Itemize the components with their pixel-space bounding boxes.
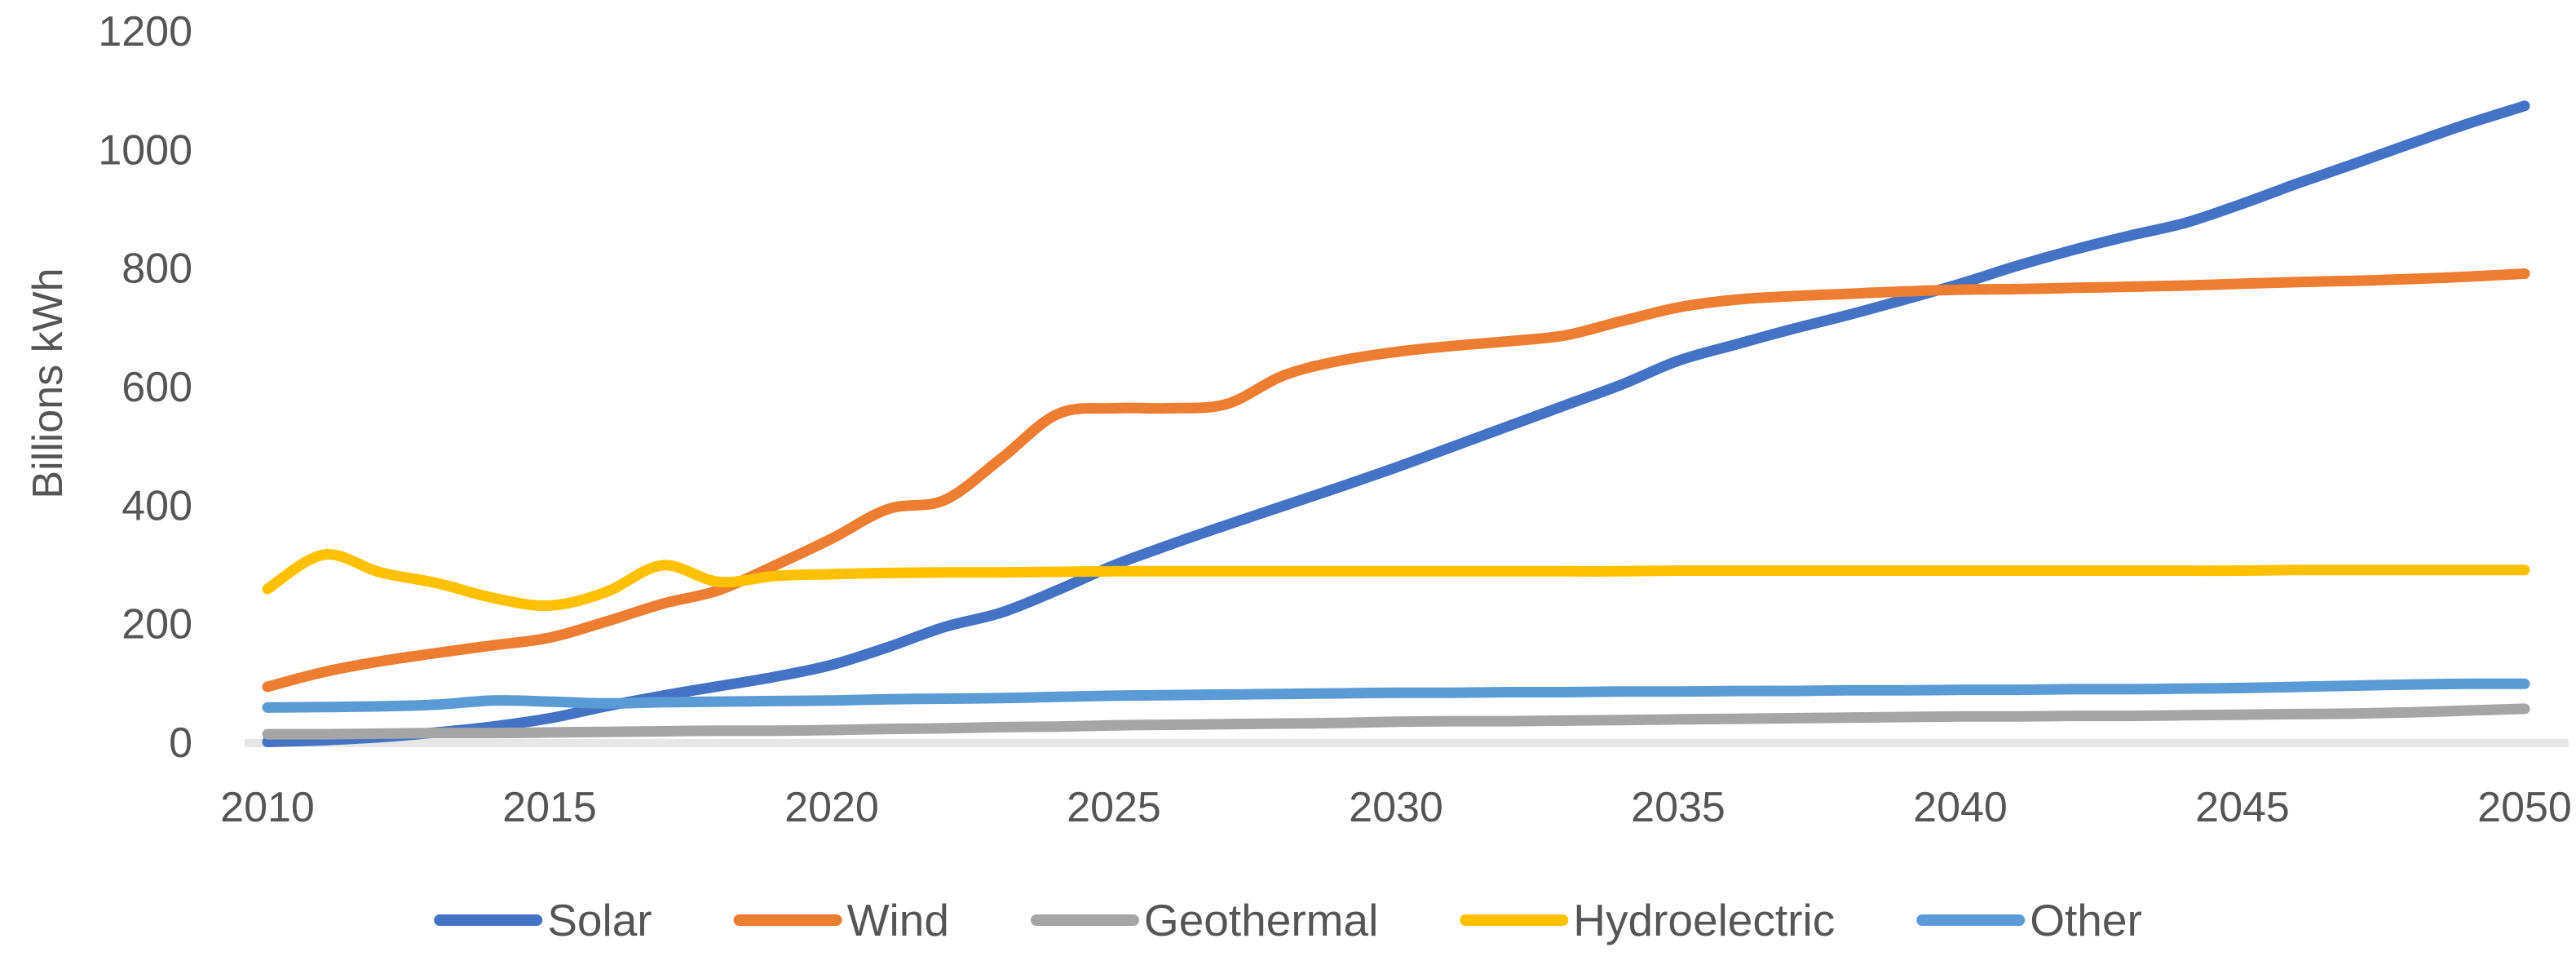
legend-label-geothermal: Geothermal — [1144, 895, 1378, 945]
y-axis-title: Billions kWh — [24, 268, 72, 498]
x-tick-label-2050: 2050 — [2477, 784, 2572, 831]
x-tick-label-2025: 2025 — [1067, 784, 1161, 831]
legend-label-hydroelectric: Hydroelectric — [1573, 895, 1835, 945]
legend-swatch-wind — [733, 914, 842, 926]
legend: Solar Wind Geothermal Hydroelectric Other — [434, 895, 2142, 945]
y-tick-label-200: 200 — [122, 601, 192, 648]
y-tick-label-1200: 1200 — [98, 8, 192, 55]
legend-swatch-hydroelectric — [1460, 914, 1569, 926]
series-line-other — [262, 678, 2530, 713]
legend-swatch-solar — [434, 914, 543, 926]
series-lines — [262, 100, 2530, 748]
x-tick-label-2015: 2015 — [502, 784, 597, 831]
x-tick-label-2020: 2020 — [784, 784, 879, 831]
y-axis-tick-labels: 0 200 400 600 800 1000 1200 — [98, 8, 192, 767]
x-tick-label-2035: 2035 — [1631, 784, 1725, 831]
x-tick-label-2040: 2040 — [1913, 784, 2008, 831]
legend-label-other: Other — [2030, 895, 2142, 945]
series-line-solar — [262, 100, 2530, 748]
x-axis-tick-labels: 2010 2015 2020 2025 2030 2035 2040 2045 2050 — [220, 784, 2572, 831]
x-tick-label-2010: 2010 — [220, 784, 315, 831]
legend-item-solar: Solar — [434, 895, 652, 945]
series-line-hydroelectric — [262, 549, 2530, 612]
legend-item-wind: Wind — [733, 895, 949, 945]
x-tick-label-2045: 2045 — [2195, 784, 2290, 831]
legend-swatch-geothermal — [1030, 914, 1139, 926]
legend-swatch-other — [1916, 914, 2026, 926]
y-tick-label-0: 0 — [169, 719, 192, 767]
y-tick-label-400: 400 — [122, 482, 192, 529]
series-line-geothermal — [262, 703, 2530, 740]
y-tick-label-1000: 1000 — [98, 126, 192, 174]
legend-item-hydroelectric: Hydroelectric — [1460, 895, 1835, 945]
legend-label-solar: Solar — [547, 895, 652, 945]
legend-item-other: Other — [1916, 895, 2142, 945]
legend-item-geothermal: Geothermal — [1030, 895, 1378, 945]
legend-label-wind: Wind — [847, 895, 949, 945]
x-tick-label-2030: 2030 — [1349, 784, 1443, 831]
y-tick-label-800: 800 — [122, 246, 192, 293]
y-tick-label-600: 600 — [122, 364, 192, 411]
series-line-wind — [262, 268, 2530, 693]
